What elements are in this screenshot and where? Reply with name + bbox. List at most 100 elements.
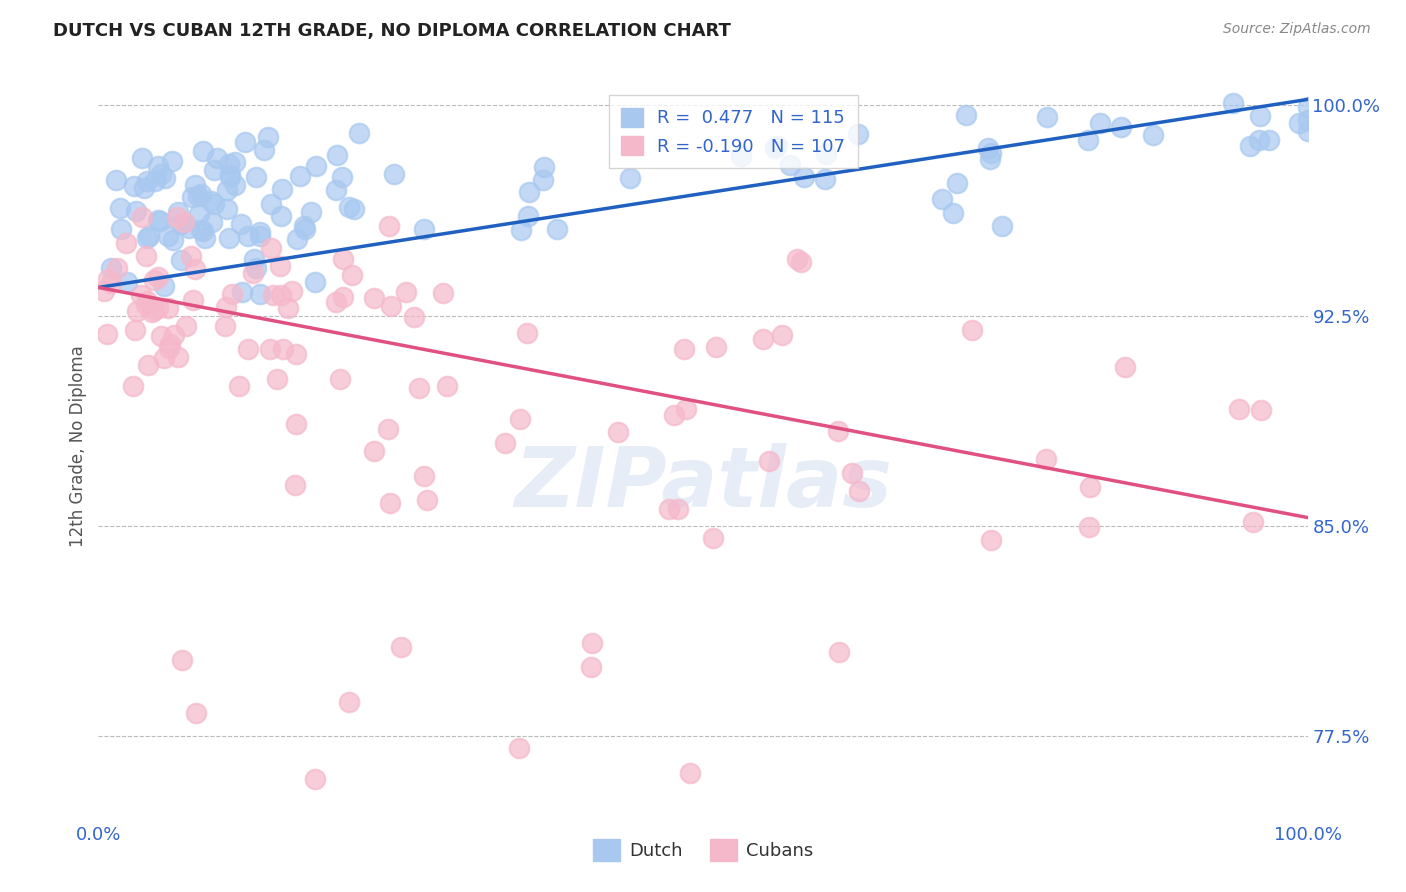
- Point: [214, 319, 236, 334]
- Point: [1258, 133, 1281, 147]
- Point: [142, 273, 165, 287]
- Point: [96, 327, 118, 342]
- Point: [284, 477, 307, 491]
- Point: [229, 217, 252, 231]
- Point: [1090, 116, 1112, 130]
- Point: [510, 223, 533, 237]
- Point: [1227, 402, 1250, 417]
- Point: [436, 378, 458, 392]
- Point: [167, 205, 190, 219]
- Point: [259, 343, 281, 357]
- Point: [105, 260, 128, 275]
- Point: [516, 326, 538, 340]
- Point: [135, 174, 157, 188]
- Point: [249, 228, 271, 243]
- Point: [979, 152, 1001, 166]
- Point: [343, 202, 366, 217]
- Point: [142, 303, 165, 318]
- Point: [1036, 111, 1059, 125]
- Point: [380, 299, 402, 313]
- Point: [846, 127, 869, 141]
- Point: [146, 212, 169, 227]
- Point: [841, 466, 863, 480]
- Point: [174, 318, 197, 333]
- Point: [190, 223, 212, 237]
- Point: [202, 162, 225, 177]
- Point: [245, 170, 267, 185]
- Point: [173, 215, 195, 229]
- Point: [770, 328, 793, 343]
- Point: [218, 157, 240, 171]
- Point: [157, 341, 180, 355]
- Point: [93, 284, 115, 298]
- Point: [304, 772, 326, 786]
- Point: [402, 310, 425, 325]
- Point: [579, 660, 602, 674]
- Point: [763, 141, 786, 155]
- Point: [149, 214, 172, 228]
- Point: [340, 268, 363, 282]
- Point: [224, 178, 246, 193]
- Point: [269, 259, 291, 273]
- Point: [180, 249, 202, 263]
- Point: [135, 249, 157, 263]
- Point: [292, 219, 315, 233]
- Point: [1250, 109, 1272, 123]
- Point: [607, 425, 630, 439]
- Point: [730, 148, 752, 162]
- Point: [1247, 133, 1270, 147]
- Point: [531, 172, 554, 186]
- Point: [1241, 516, 1264, 530]
- Point: [790, 255, 813, 269]
- Point: [155, 171, 177, 186]
- Point: [245, 261, 267, 276]
- Point: [332, 290, 354, 304]
- Point: [349, 126, 371, 140]
- Point: [136, 358, 159, 372]
- Point: [138, 229, 160, 244]
- Point: [215, 202, 238, 216]
- Point: [190, 187, 212, 202]
- Point: [191, 144, 214, 158]
- Point: [679, 766, 702, 780]
- Point: [194, 231, 217, 245]
- Point: [136, 294, 159, 309]
- Point: [666, 501, 689, 516]
- Point: [337, 200, 360, 214]
- Point: [752, 331, 775, 345]
- Point: [827, 424, 849, 438]
- Y-axis label: 12th Grade, No Diploma: 12th Grade, No Diploma: [69, 345, 87, 547]
- Point: [97, 272, 120, 286]
- Point: [242, 266, 264, 280]
- Point: [394, 285, 416, 300]
- Point: [152, 351, 174, 365]
- Point: [236, 342, 259, 356]
- Point: [363, 444, 385, 458]
- Point: [325, 294, 347, 309]
- Point: [257, 129, 280, 144]
- Point: [413, 222, 436, 236]
- Point: [141, 305, 163, 319]
- Point: [115, 275, 138, 289]
- Point: [516, 209, 538, 223]
- Point: [146, 301, 169, 316]
- Point: [148, 159, 170, 173]
- Point: [157, 229, 180, 244]
- Point: [991, 219, 1014, 233]
- Point: [299, 205, 322, 219]
- Legend: Dutch, Cubans: Dutch, Cubans: [586, 831, 820, 868]
- Point: [121, 378, 143, 392]
- Point: [546, 222, 568, 236]
- Point: [191, 224, 214, 238]
- Point: [664, 408, 686, 422]
- Point: [827, 645, 849, 659]
- Point: [221, 286, 243, 301]
- Point: [581, 636, 603, 650]
- Point: [186, 706, 208, 721]
- Point: [170, 653, 193, 667]
- Point: [159, 337, 181, 351]
- Point: [702, 531, 724, 545]
- Point: [105, 173, 128, 187]
- Point: [304, 275, 326, 289]
- Point: [179, 220, 201, 235]
